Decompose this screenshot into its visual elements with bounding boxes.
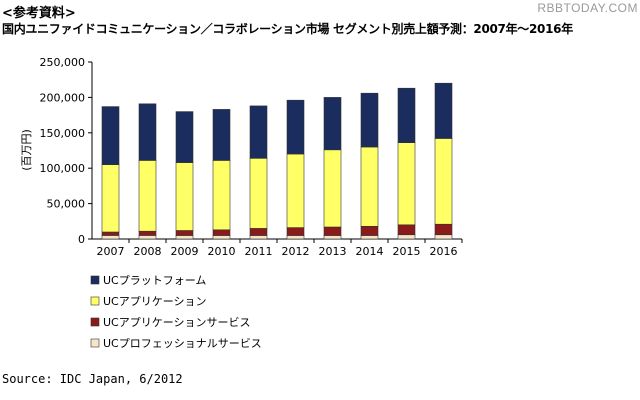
bar-segment xyxy=(249,235,268,240)
x-tick-label: 2009 xyxy=(171,245,199,258)
bar-segment xyxy=(434,223,453,236)
y-tick-label: 150,000 xyxy=(40,127,86,140)
bar-segment xyxy=(286,99,305,155)
bar-segment xyxy=(138,230,157,236)
bar-segment xyxy=(397,224,416,236)
legend-label: UCプロフェッショナルサービス xyxy=(103,337,262,350)
bar-segment xyxy=(249,105,268,159)
bar-segment xyxy=(434,138,453,225)
x-tick-label: 2008 xyxy=(134,245,162,258)
bar-segment xyxy=(249,158,268,229)
legend: UCプラットフォーム UCアプリケーション UCアプリケーションサービス UCプロフェ… xyxy=(90,274,262,350)
x-tick-label: 2016 xyxy=(430,245,458,258)
legend-swatch xyxy=(90,275,100,285)
watermark: RBBTODAY.COM xyxy=(537,1,638,15)
bar-segment xyxy=(249,228,268,236)
x-tick-label: 2014 xyxy=(356,245,384,258)
bar-segment xyxy=(212,235,231,240)
bar-segment xyxy=(434,82,453,139)
bar-segment xyxy=(138,160,157,232)
legend-swatch xyxy=(90,338,100,348)
bar-segment xyxy=(138,235,157,240)
legend-swatch xyxy=(90,296,100,306)
x-tick-label: 2013 xyxy=(319,245,347,258)
bar-segment xyxy=(212,160,231,231)
x-tick-label: 2012 xyxy=(282,245,310,258)
bar-segment xyxy=(101,106,120,165)
bar-segment xyxy=(212,109,231,161)
x-tick-label: 2015 xyxy=(393,245,421,258)
bar-segment xyxy=(323,149,342,228)
bar-segment xyxy=(175,230,194,236)
bar-segment xyxy=(323,97,342,151)
bar-segment xyxy=(175,111,194,163)
y-tick-label: 200,000 xyxy=(40,91,86,104)
y-tick-label: 250,000 xyxy=(40,56,86,69)
bar-segment xyxy=(360,146,379,227)
bar-segment xyxy=(434,234,453,240)
bar-segment xyxy=(360,235,379,240)
y-tick-label: 50,000 xyxy=(47,198,86,211)
bar-segment xyxy=(397,142,416,226)
bar-segment xyxy=(138,103,157,161)
bar-segment xyxy=(101,235,120,240)
bar-segment xyxy=(286,227,305,236)
legend-label: UCアプリケーション xyxy=(103,295,207,308)
chart-svg: (百万円) 0 50,000 100,000 150,000 200,000 250,00… xyxy=(20,56,463,350)
bar-segment xyxy=(101,231,120,236)
bar-segment xyxy=(101,164,120,233)
source-note: Source: IDC Japan, 6/2012 xyxy=(2,372,183,386)
legend-swatch xyxy=(90,317,100,327)
legend-label: UCプラットフォーム xyxy=(103,274,206,287)
y-tick-label: 100,000 xyxy=(40,162,86,175)
bar-segment xyxy=(212,229,231,236)
bar-segment xyxy=(360,226,379,236)
bar-segment xyxy=(286,153,305,228)
y-axis-title: (百万円) xyxy=(20,129,33,171)
x-tick-label: 2011 xyxy=(245,245,273,258)
bar-segment xyxy=(286,235,305,240)
chart-title: 国内ユニファイドコミュニケーション／コラボレーション市場 セグメント別売上額予測… xyxy=(2,22,573,36)
x-tick-label: 2007 xyxy=(97,245,125,258)
x-tick-label: 2010 xyxy=(208,245,236,258)
reference-note: <参考資料> xyxy=(2,6,76,21)
bar-segment xyxy=(397,87,416,143)
bar-segment xyxy=(397,234,416,240)
legend-label: UCアプリケーションサービス xyxy=(103,316,251,329)
bar-segment xyxy=(360,92,379,148)
bar-segment xyxy=(323,226,342,236)
y-tick-label: 0 xyxy=(78,233,85,246)
bar-segment xyxy=(175,162,194,231)
bar-segment xyxy=(175,235,194,240)
bar-segment xyxy=(323,235,342,240)
plot-area: 0 50,000 100,000 150,000 200,000 250,000 2007 2… xyxy=(40,56,463,258)
